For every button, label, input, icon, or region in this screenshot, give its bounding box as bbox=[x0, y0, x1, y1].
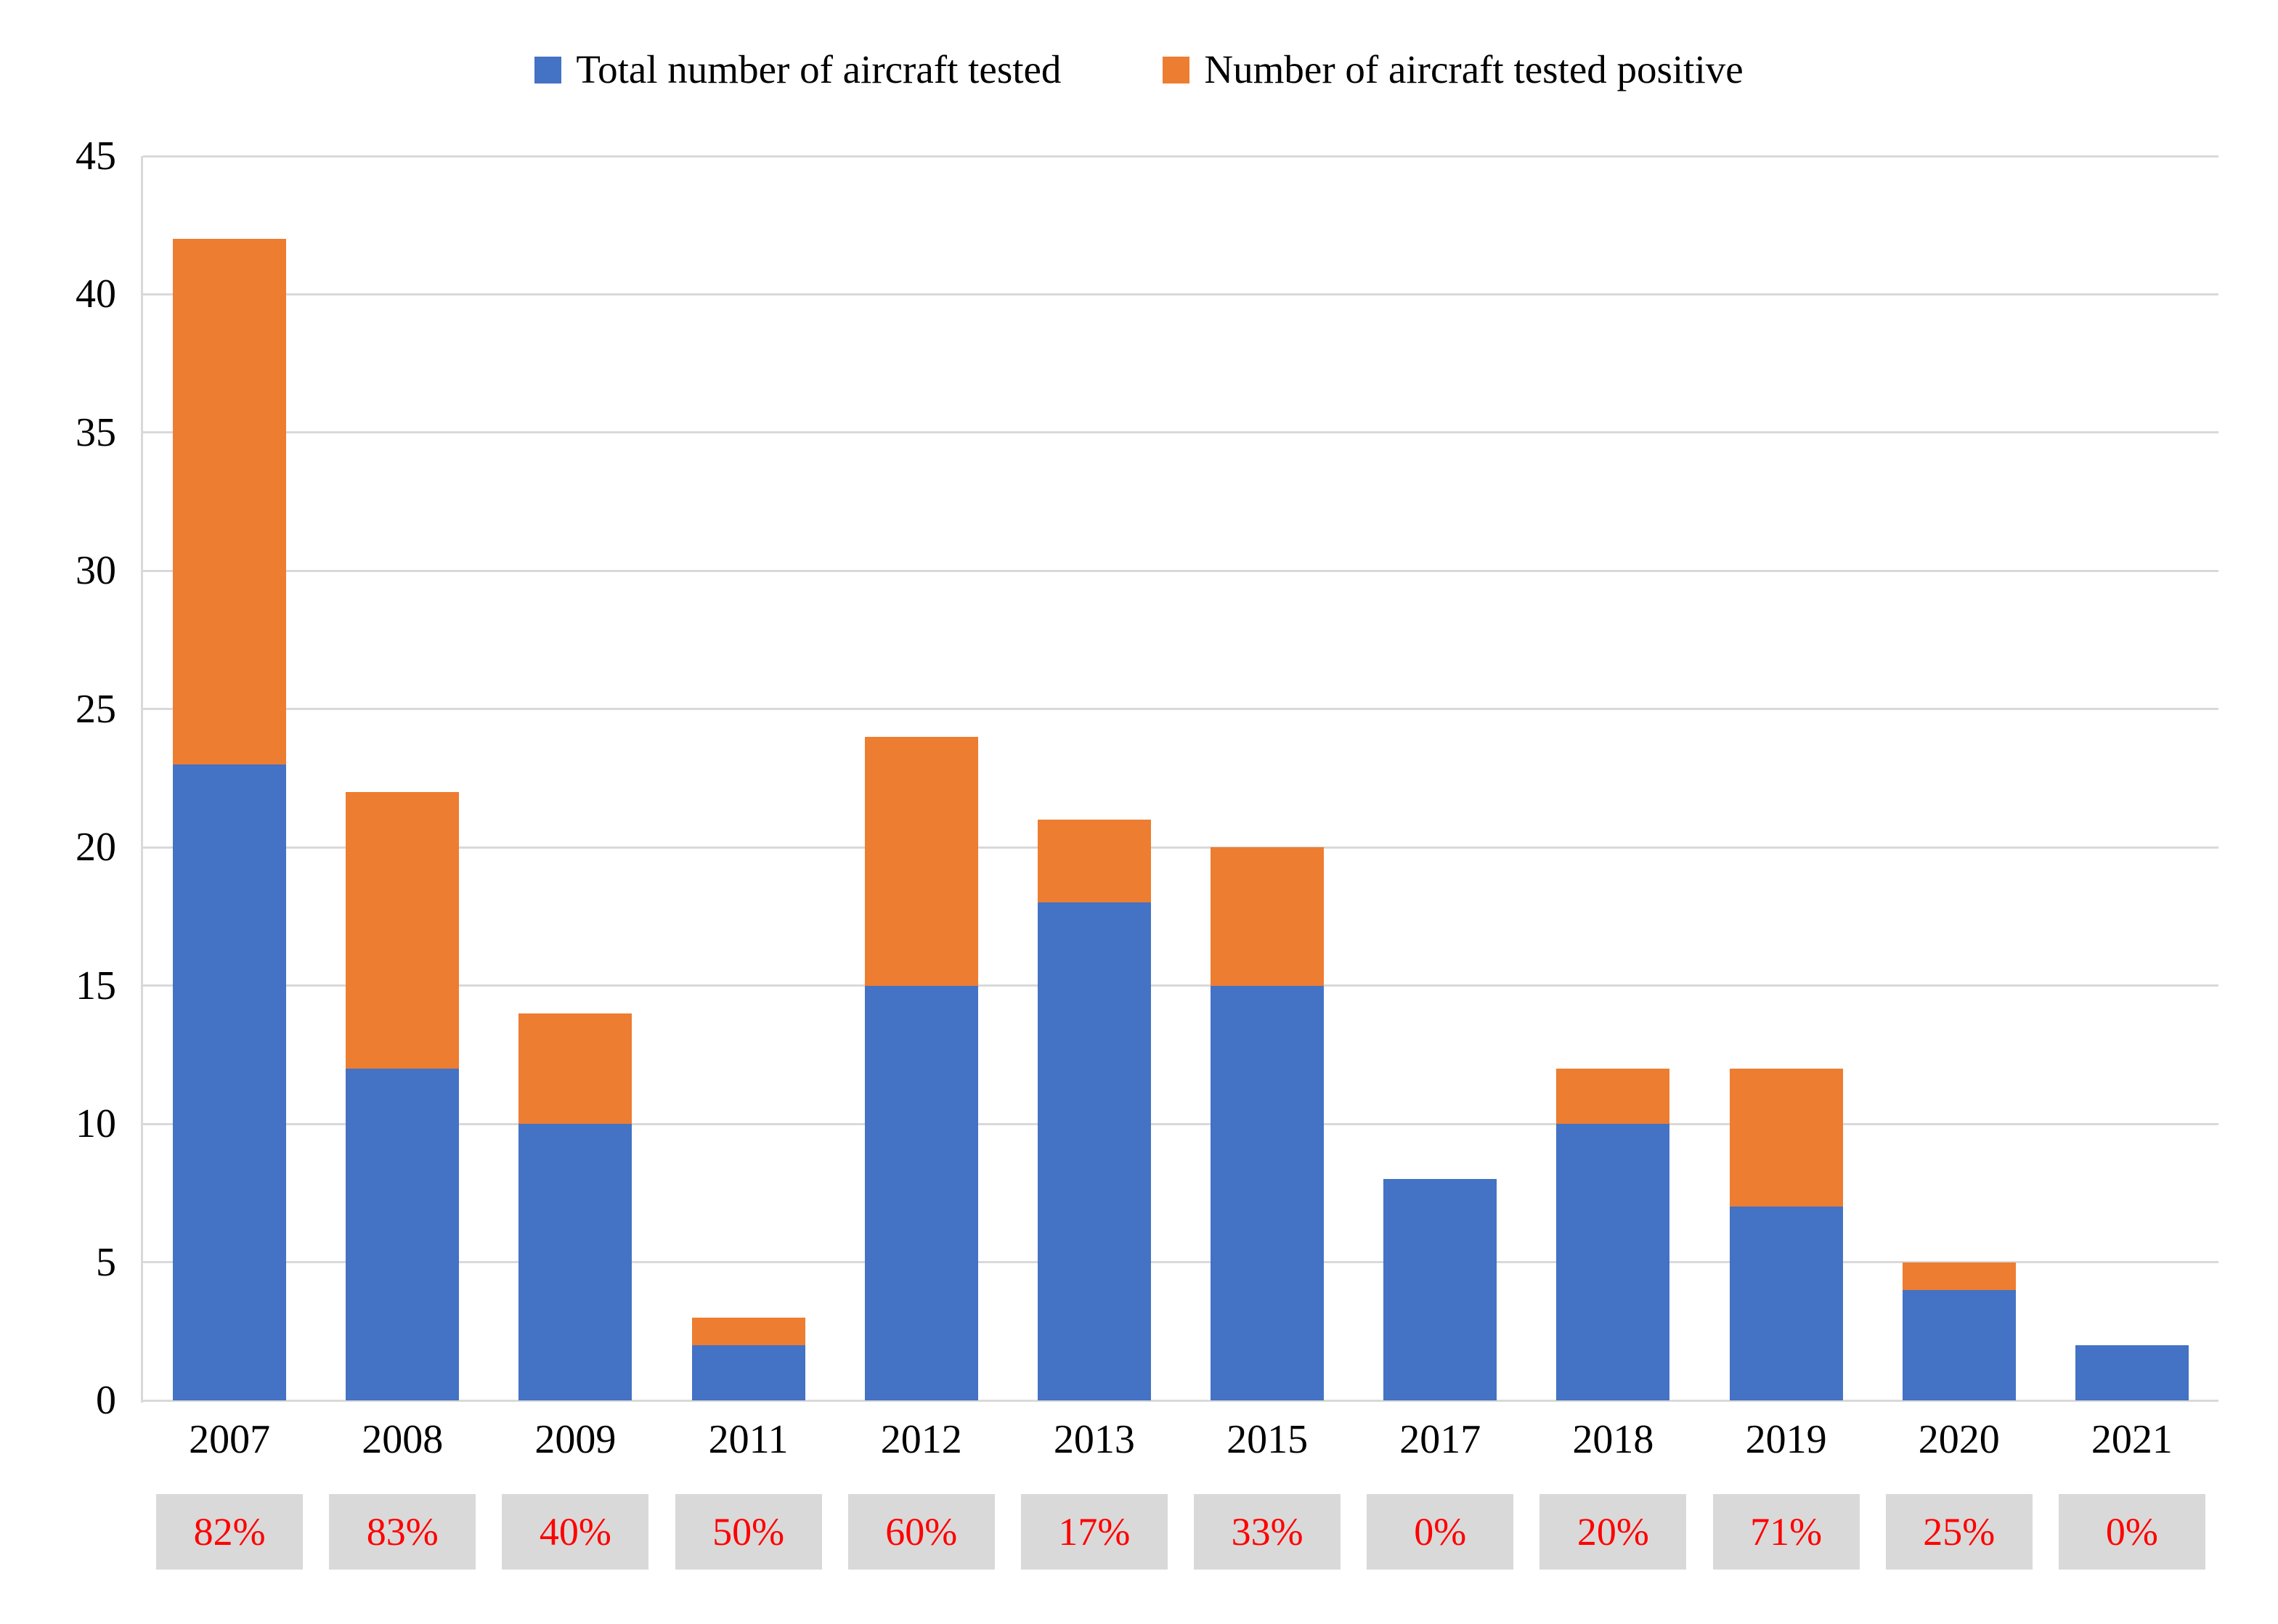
legend-swatch-blue-icon bbox=[534, 56, 562, 83]
percent-positive-value-2017: 0% bbox=[1414, 1510, 1467, 1554]
percent-positive-box-2015: 33% bbox=[1194, 1494, 1341, 1570]
bar-2008-tested-positive bbox=[346, 792, 460, 1069]
gridline-5 bbox=[143, 1261, 2218, 1264]
bar-2012-total-tested bbox=[864, 985, 978, 1400]
gridline-35 bbox=[143, 431, 2218, 434]
gridline-0 bbox=[143, 1399, 2218, 1402]
gridline-20 bbox=[143, 846, 2218, 849]
x-tick-label-2012: 2012 bbox=[880, 1417, 962, 1462]
x-tick-label-2020: 2020 bbox=[1918, 1417, 2000, 1462]
percent-positive-value-2021: 0% bbox=[2105, 1510, 2158, 1554]
bar-2007-total-tested bbox=[173, 764, 287, 1400]
bar-2009-total-tested bbox=[518, 1124, 632, 1400]
x-tick-label-2013: 2013 bbox=[1053, 1417, 1135, 1462]
y-tick-label-35: 35 bbox=[76, 409, 116, 455]
plot-area bbox=[143, 155, 2218, 1402]
x-tick-label-2017: 2017 bbox=[1399, 1417, 1481, 1462]
y-tick-label-5: 5 bbox=[96, 1239, 116, 1285]
y-tick-label-15: 15 bbox=[76, 963, 116, 1008]
y-tick-label-20: 20 bbox=[76, 825, 116, 870]
y-tick-label-0: 0 bbox=[96, 1378, 116, 1423]
percent-positive-value-2020: 25% bbox=[1923, 1510, 1996, 1554]
bar-2008-total-tested bbox=[346, 1068, 460, 1400]
bar-2019-tested-positive bbox=[1729, 1068, 1843, 1207]
gridline-30 bbox=[143, 569, 2218, 572]
y-tick-label-25: 25 bbox=[76, 686, 116, 732]
percent-positive-value-2007: 82% bbox=[193, 1510, 266, 1554]
y-tick-label-40: 40 bbox=[76, 272, 116, 317]
percent-positive-value-2012: 60% bbox=[885, 1510, 958, 1554]
bar-2021-total-tested bbox=[2075, 1345, 2189, 1400]
percent-positive-box-2018: 20% bbox=[1539, 1494, 1687, 1570]
gridline-25 bbox=[143, 708, 2218, 711]
x-tick-label-2011: 2011 bbox=[708, 1417, 789, 1462]
y-tick-label-10: 10 bbox=[76, 1101, 116, 1147]
bar-2017-total-tested bbox=[1383, 1179, 1497, 1400]
percent-positive-box-2012: 60% bbox=[847, 1494, 995, 1570]
percent-positive-value-2008: 83% bbox=[366, 1510, 439, 1554]
percent-positive-value-2013: 17% bbox=[1058, 1510, 1131, 1554]
bar-2011-tested-positive bbox=[691, 1317, 805, 1345]
y-tick-label-30: 30 bbox=[76, 548, 116, 594]
x-tick-label-2007: 2007 bbox=[189, 1417, 271, 1462]
legend: Total number of aircraft tested Number o… bbox=[0, 47, 2278, 92]
percent-positive-value-2019: 71% bbox=[1750, 1510, 1823, 1554]
bar-2019-total-tested bbox=[1729, 1207, 1843, 1400]
bar-2015-total-tested bbox=[1211, 985, 1325, 1400]
percent-positive-value-2011: 50% bbox=[712, 1510, 785, 1554]
percent-positive-box-2019: 71% bbox=[1712, 1494, 1860, 1570]
legend-label-tested-positive: Number of aircraft tested positive bbox=[1204, 47, 1744, 91]
x-tick-label-2021: 2021 bbox=[2091, 1417, 2173, 1462]
bar-2015-tested-positive bbox=[1211, 847, 1325, 986]
legend-item-tested-positive: Number of aircraft tested positive bbox=[1163, 47, 1744, 92]
percent-positive-value-2009: 40% bbox=[539, 1510, 611, 1554]
x-tick-label-2018: 2018 bbox=[1572, 1417, 1654, 1462]
bar-2007-tested-positive bbox=[173, 239, 287, 764]
legend-item-total-tested: Total number of aircraft tested bbox=[534, 47, 1062, 92]
y-axis-line bbox=[141, 156, 143, 1403]
bar-2020-total-tested bbox=[1902, 1289, 2016, 1400]
percent-positive-box-2011: 50% bbox=[675, 1494, 822, 1570]
x-tick-label-2009: 2009 bbox=[534, 1417, 617, 1462]
gridline-10 bbox=[143, 1122, 2218, 1125]
percent-positive-box-2017: 0% bbox=[1367, 1494, 1514, 1570]
gridline-15 bbox=[143, 984, 2218, 987]
gridline-45 bbox=[143, 155, 2218, 158]
bar-2013-tested-positive bbox=[1037, 820, 1151, 903]
percent-positive-value-2015: 33% bbox=[1231, 1510, 1303, 1554]
bar-2009-tested-positive bbox=[518, 1013, 632, 1125]
percent-positive-box-2013: 17% bbox=[1020, 1494, 1168, 1570]
x-tick-label-2019: 2019 bbox=[1745, 1417, 1827, 1462]
x-tick-label-2008: 2008 bbox=[362, 1417, 444, 1462]
percent-positive-box-2021: 0% bbox=[2058, 1494, 2205, 1570]
gridline-40 bbox=[143, 293, 2218, 295]
percent-positive-box-2008: 83% bbox=[329, 1494, 476, 1570]
percent-positive-value-2018: 20% bbox=[1577, 1510, 1649, 1554]
legend-label-total-tested: Total number of aircraft tested bbox=[576, 47, 1062, 91]
bar-2020-tested-positive bbox=[1902, 1262, 2016, 1290]
percent-positive-box-2020: 25% bbox=[1885, 1494, 2033, 1570]
bar-2018-total-tested bbox=[1556, 1124, 1670, 1400]
bar-2018-tested-positive bbox=[1556, 1068, 1670, 1125]
bar-2012-tested-positive bbox=[864, 736, 978, 986]
bar-2011-total-tested bbox=[691, 1345, 805, 1400]
percent-positive-box-2009: 40% bbox=[502, 1494, 649, 1570]
bar-2013-total-tested bbox=[1037, 902, 1151, 1400]
x-tick-label-2015: 2015 bbox=[1227, 1417, 1309, 1462]
percent-positive-box-2007: 82% bbox=[156, 1494, 304, 1570]
legend-swatch-orange-icon bbox=[1163, 56, 1190, 83]
y-tick-label-45: 45 bbox=[76, 134, 116, 179]
